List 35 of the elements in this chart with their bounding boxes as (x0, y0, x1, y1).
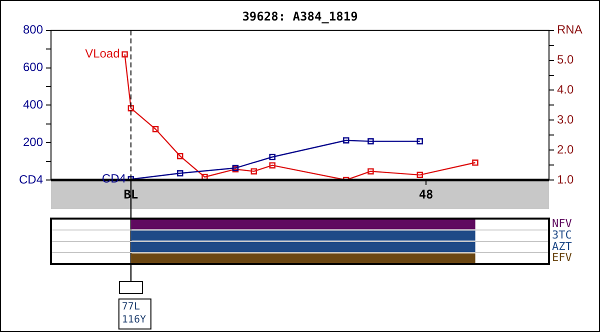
y-tick-label: NFV (552, 217, 572, 230)
point (152, 126, 159, 132)
y-tick-label: AZT (552, 240, 572, 253)
point (176, 170, 184, 176)
y2-tick-label: 1.0 (557, 172, 574, 186)
point (368, 138, 374, 144)
y-tick-label: 800 (22, 22, 44, 37)
y-tick-label: 3TC (552, 228, 572, 242)
y2-tick-label: 4.0 (557, 82, 574, 97)
chart-title: 39628: A384_1819 (242, 9, 358, 24)
y2-tick-label: 5.0 (557, 52, 574, 67)
y-tick-label: CD4 (18, 172, 44, 186)
point (122, 51, 128, 58)
text: 77L (122, 302, 140, 313)
text: 116Y (122, 314, 146, 326)
point (342, 137, 350, 144)
point (416, 138, 424, 144)
point (176, 152, 184, 160)
y2-tick-label: RNA (557, 22, 582, 37)
series-label: VLoad (85, 46, 120, 61)
series-label: CD4 (102, 172, 126, 186)
y-tick-label: 600 (22, 60, 44, 74)
point (269, 162, 276, 168)
y-tick-label: EFV (552, 251, 572, 264)
point (416, 172, 424, 178)
point (250, 168, 258, 174)
y2-tick-label: 2.0 (557, 142, 574, 156)
y-tick-label: 400 (22, 98, 44, 112)
y2-tick-label: 3.0 (557, 112, 574, 126)
point (128, 105, 134, 112)
y-tick-label: 200 (22, 134, 44, 149)
point (368, 168, 374, 174)
point (269, 154, 276, 160)
x-tick-label: 48 (418, 187, 434, 202)
point (472, 160, 478, 166)
